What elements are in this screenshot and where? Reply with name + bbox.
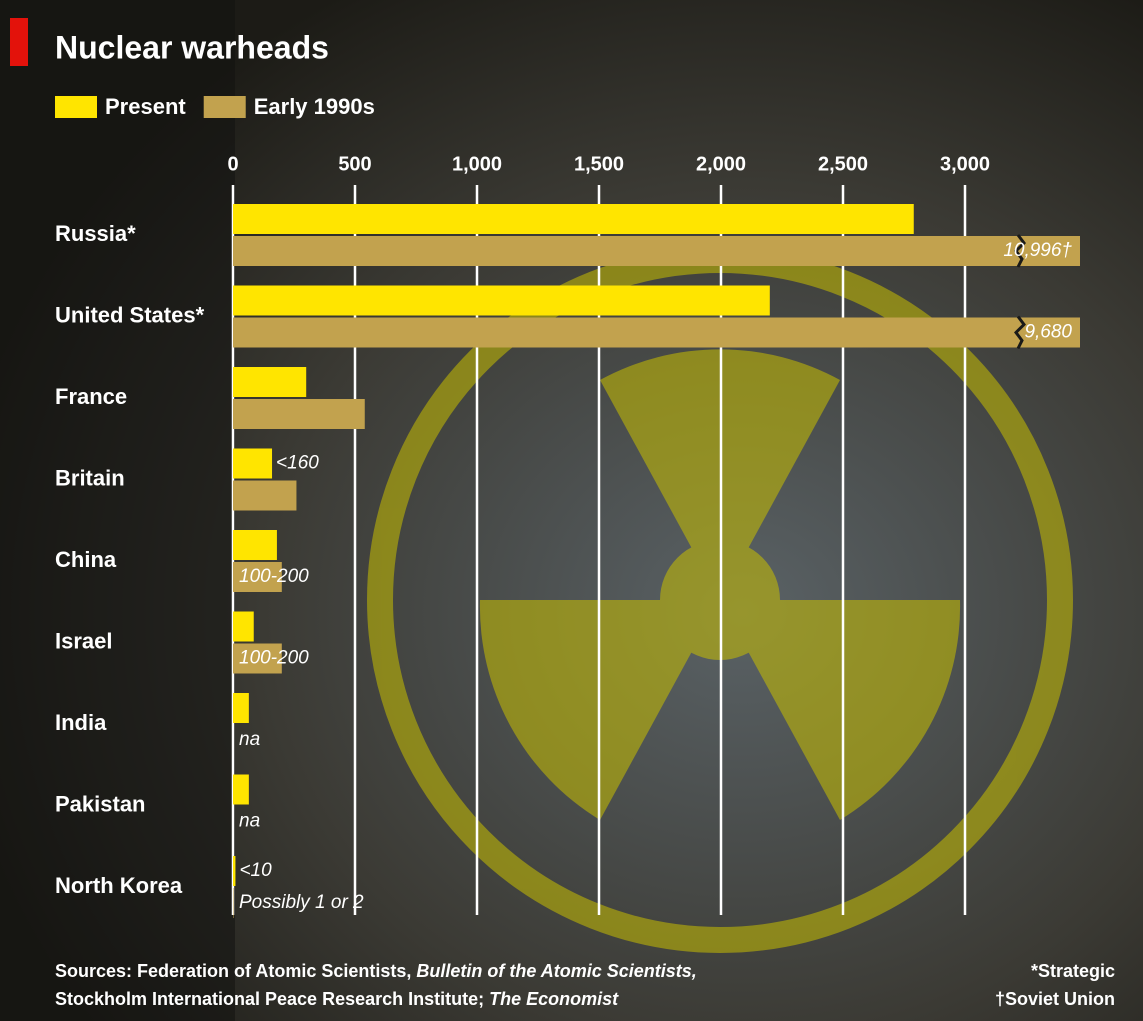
bar	[233, 399, 365, 429]
x-tick-label: 500	[338, 153, 371, 175]
bar	[233, 481, 296, 511]
y-tick-label: North Korea	[55, 873, 183, 898]
bar	[233, 449, 272, 479]
value-label: 9,680	[1024, 322, 1072, 343]
bar	[233, 204, 914, 234]
bar	[233, 693, 249, 723]
y-tick-label: Pakistan	[55, 791, 146, 816]
source: Sources: Federation of Atomic Scientists…	[55, 961, 697, 981]
bar	[233, 367, 306, 397]
legend-swatch	[204, 96, 246, 118]
y-tick-label: Britain	[55, 465, 125, 490]
bar	[233, 612, 254, 642]
y-tick-label: Israel	[55, 628, 113, 653]
bar	[233, 530, 277, 560]
bar	[233, 286, 770, 316]
x-tick-label: 2,500	[818, 153, 868, 175]
value-label: na	[239, 729, 260, 750]
x-tick-label: 1,500	[574, 153, 624, 175]
x-tick-label: 1,000	[452, 153, 502, 175]
value-label: Possibly 1 or 2	[239, 892, 364, 913]
value-label: 10,996†	[1003, 240, 1072, 261]
value-label: <10	[239, 860, 272, 881]
footnote: *Strategic	[1031, 961, 1115, 981]
source-part: The Economist	[489, 989, 619, 1009]
bar	[233, 775, 249, 805]
y-tick-label: India	[55, 710, 107, 735]
y-tick-label: United States*	[55, 302, 205, 327]
chart-title: Nuclear warheads	[55, 29, 329, 65]
bar	[233, 856, 235, 886]
bar	[233, 318, 1143, 348]
source-part: Sources: Federation of Atomic Scientists…	[55, 961, 416, 981]
legend-label: Present	[105, 94, 186, 119]
x-tick-label: 0	[227, 153, 238, 175]
source-part: Bulletin of the Atomic Scientists,	[416, 961, 696, 981]
footnote: †Soviet Union	[995, 989, 1115, 1009]
x-tick-label: 2,000	[696, 153, 746, 175]
source-part: Stockholm International Peace Research I…	[55, 989, 489, 1009]
chart: Nuclear warheads Present Early 1990s 0 500…	[0, 0, 1143, 1021]
label-panel	[0, 0, 235, 1021]
y-tick-label: France	[55, 384, 127, 409]
legend-swatch	[55, 96, 97, 118]
page: Nuclear warheads Present Early 1990s 0 500…	[0, 0, 1143, 1021]
y-tick-label: China	[55, 547, 117, 572]
value-label: 100-200	[239, 566, 309, 587]
red-marker	[10, 18, 28, 66]
value-label: <160	[276, 453, 319, 474]
y-tick-label: Russia*	[55, 221, 136, 246]
legend-label: Early 1990s	[254, 94, 375, 119]
x-tick-label: 3,000	[940, 153, 990, 175]
value-label: na	[239, 811, 260, 832]
source: Stockholm International Peace Research I…	[55, 989, 619, 1009]
value-label: 100-200	[239, 648, 309, 669]
